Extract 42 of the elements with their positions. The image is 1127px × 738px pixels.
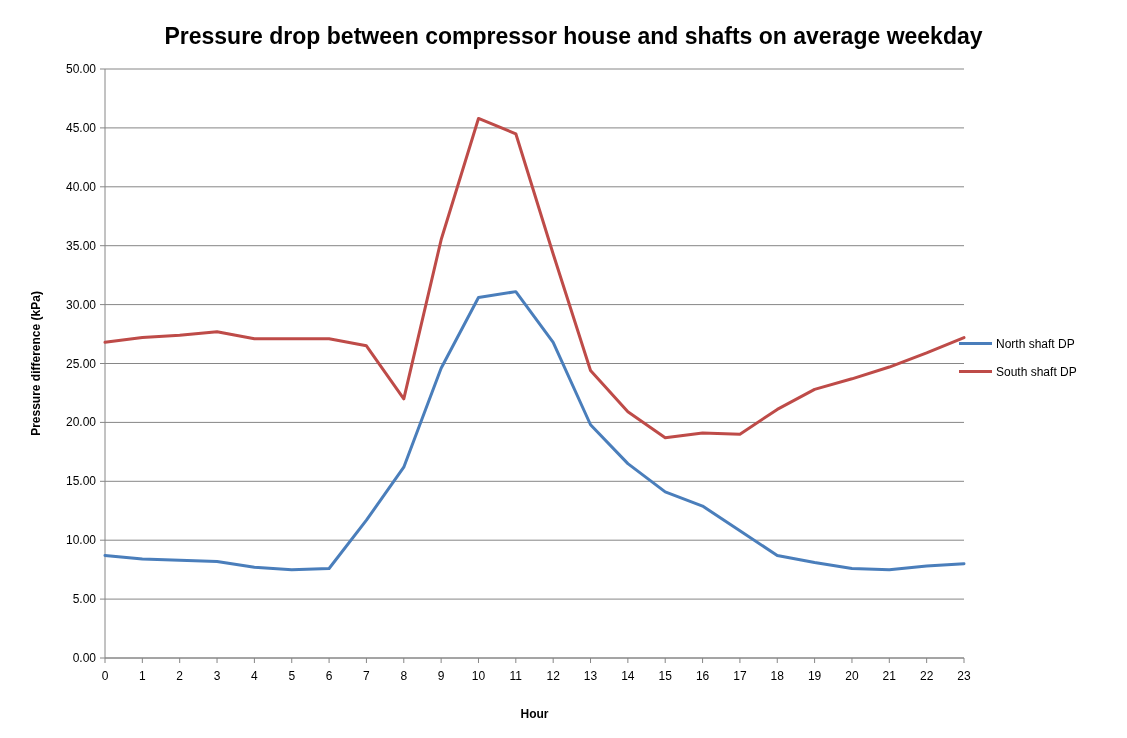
y-tick-label: 0.00 xyxy=(72,651,97,665)
line-series xyxy=(103,290,966,572)
x-tick-label: 10 xyxy=(471,669,486,683)
x-tick-label: 16 xyxy=(695,669,710,683)
x-tick-label: 15 xyxy=(658,669,673,683)
y-tick-label: 15.00 xyxy=(65,474,97,489)
x-tick-label: 18 xyxy=(770,669,785,683)
x-tick-label: 6 xyxy=(325,669,333,683)
y-tick-label: 30.00 xyxy=(65,297,97,312)
y-tick-label: 45.00 xyxy=(65,120,97,135)
x-tick-label: 1 xyxy=(139,669,146,683)
y-tick-label: 5.00 xyxy=(72,592,97,607)
x-axis-title: Hour xyxy=(520,707,549,721)
x-tick-label: 23 xyxy=(957,669,971,683)
y-tick-label: 10.00 xyxy=(65,533,97,548)
x-tick-label: 22 xyxy=(919,669,934,683)
x-tick-label: 19 xyxy=(807,669,822,683)
y-tick-label: 50.00 xyxy=(65,62,97,76)
x-tick-label: 8 xyxy=(400,669,408,683)
x-tick-label: 2 xyxy=(176,669,184,683)
x-tick-label: 21 xyxy=(882,669,897,683)
x-tick-label: 17 xyxy=(733,669,747,683)
y-tick-label: 35.00 xyxy=(65,238,97,253)
x-tick-label: 12 xyxy=(546,669,561,683)
y-tick-label: 40.00 xyxy=(65,179,97,194)
x-tick-label: 5 xyxy=(288,669,296,683)
x-tick-label: 11 xyxy=(509,669,523,683)
y-axis-title: Pressure difference (kPa) xyxy=(29,291,43,436)
y-tick-label: 25.00 xyxy=(65,356,97,371)
y-tick-label: 20.00 xyxy=(65,415,97,430)
x-tick-label: 9 xyxy=(437,669,445,683)
legend-label: South shaft DP xyxy=(996,364,1077,379)
x-tick-label: 7 xyxy=(363,669,371,683)
x-tick-label: 3 xyxy=(213,669,221,683)
line-series xyxy=(103,116,966,440)
x-tick-label: 20 xyxy=(845,669,859,683)
x-tick-label: 14 xyxy=(621,669,635,683)
x-tick-label: 4 xyxy=(251,669,259,683)
x-tick-label: 0 xyxy=(101,669,109,683)
chart-title: Pressure drop between compressor house and shafts on average weekday xyxy=(164,23,983,49)
legend-label: North shaft DP xyxy=(996,336,1075,351)
x-tick-label: 13 xyxy=(583,669,598,683)
